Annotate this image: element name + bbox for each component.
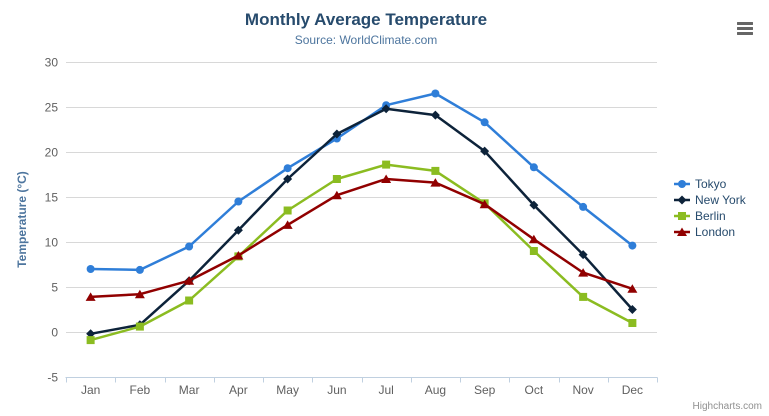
point-new-york-sep[interactable] [480, 146, 490, 156]
legend-symbol-new-york [674, 195, 690, 205]
point-tokyo-may[interactable] [283, 164, 292, 173]
point-new-york-jul[interactable] [381, 104, 391, 114]
x-tick-label: Oct [525, 383, 544, 397]
series-line-berlin [89, 163, 634, 342]
x-tick-label: Dec [622, 383, 643, 397]
export-menu-button[interactable] [735, 19, 755, 37]
legend-label-berlin: Berlin [695, 209, 726, 223]
point-berlin-feb[interactable] [135, 322, 144, 331]
point-london-sep[interactable] [479, 199, 490, 209]
x-tick-label: Jul [378, 383, 393, 397]
y-axis-title: Temperature (°C) [15, 171, 29, 268]
triangle-marker-icon [677, 227, 687, 236]
legend: Tokyo New York Berlin London [674, 176, 746, 240]
x-tick-label: Nov [572, 383, 593, 397]
credits-link[interactable]: Highcharts.com [692, 401, 762, 412]
point-new-york-nov[interactable] [578, 250, 588, 260]
point-london-nov[interactable] [578, 268, 589, 277]
y-tick-label: 15 [45, 191, 59, 205]
point-london-dec[interactable] [627, 284, 638, 293]
y-tick-label: 30 [45, 56, 59, 70]
series-line-new-york [89, 107, 634, 336]
point-tokyo-dec[interactable] [628, 241, 637, 250]
hamburger-menu-icon [737, 21, 753, 35]
point-tokyo-apr[interactable] [234, 197, 243, 206]
legend-item-new-york[interactable]: New York [674, 192, 746, 208]
point-london-apr[interactable] [233, 251, 244, 260]
legend-label-tokyo: Tokyo [695, 177, 727, 191]
point-new-york-dec[interactable] [627, 305, 637, 314]
legend-item-berlin[interactable]: Berlin [674, 208, 746, 224]
point-tokyo-sep[interactable] [480, 118, 489, 127]
point-tokyo-feb[interactable] [135, 265, 144, 274]
legend-label-london: London [695, 225, 736, 239]
point-london-aug[interactable] [430, 178, 441, 187]
point-berlin-mar[interactable] [185, 296, 194, 305]
point-london-feb[interactable] [134, 289, 145, 299]
legend-symbol-berlin [674, 212, 690, 220]
point-tokyo-aug[interactable] [431, 89, 440, 98]
x-tick-label: Mar [179, 383, 200, 397]
series-line-tokyo [89, 92, 634, 272]
point-new-york-may[interactable] [283, 174, 293, 184]
legend-symbol-london [674, 227, 690, 236]
point-tokyo-mar[interactable] [185, 242, 194, 251]
y-tick-label: -5 [47, 371, 58, 385]
point-berlin-jul[interactable] [382, 160, 391, 169]
diamond-marker-icon [677, 195, 687, 205]
point-london-jul[interactable] [381, 174, 392, 184]
point-london-oct[interactable] [528, 234, 539, 244]
legend-item-london[interactable]: London [674, 224, 746, 240]
point-berlin-oct[interactable] [529, 247, 538, 255]
series-new-york[interactable] [86, 104, 637, 339]
y-tick-label: 20 [45, 146, 59, 160]
y-tick-label: 25 [45, 101, 59, 115]
legend-item-tokyo[interactable]: Tokyo [674, 176, 746, 192]
point-new-york-jan[interactable] [86, 329, 96, 339]
x-tick-label: May [276, 383, 299, 397]
point-london-mar[interactable] [184, 276, 195, 285]
series-london[interactable] [85, 174, 638, 301]
point-tokyo-oct[interactable] [529, 163, 538, 172]
series-tokyo[interactable] [86, 89, 637, 274]
point-tokyo-nov[interactable] [579, 202, 588, 211]
point-berlin-nov[interactable] [579, 292, 588, 301]
x-tick-label: Aug [425, 383, 446, 397]
x-tick-label: Feb [130, 383, 151, 397]
point-london-may[interactable] [282, 220, 293, 229]
point-london-jun[interactable] [331, 190, 342, 200]
point-berlin-jun[interactable] [332, 175, 341, 183]
legend-symbol-tokyo [674, 180, 690, 188]
series-line-london [89, 177, 634, 299]
point-berlin-dec[interactable] [628, 319, 637, 327]
point-berlin-jan[interactable] [86, 336, 95, 345]
point-new-york-apr[interactable] [233, 225, 243, 235]
square-marker-icon [678, 212, 686, 220]
x-tick-label: Jan [81, 383, 100, 397]
point-berlin-aug[interactable] [431, 166, 440, 175]
y-tick-label: 10 [45, 236, 59, 250]
x-tick-label: Apr [229, 383, 248, 397]
legend-label-new-york: New York [695, 193, 746, 207]
point-berlin-may[interactable] [283, 206, 292, 215]
y-tick-label: 0 [51, 326, 58, 340]
point-new-york-jun[interactable] [332, 129, 342, 139]
point-london-jan[interactable] [85, 292, 96, 301]
circle-marker-icon [678, 180, 686, 188]
x-tick-label: Sep [474, 383, 496, 397]
point-new-york-aug[interactable] [430, 110, 440, 120]
x-tick-label: Jun [327, 383, 346, 397]
y-tick-label: 5 [51, 281, 58, 295]
point-tokyo-jan[interactable] [86, 265, 95, 273]
point-new-york-oct[interactable] [529, 200, 539, 210]
